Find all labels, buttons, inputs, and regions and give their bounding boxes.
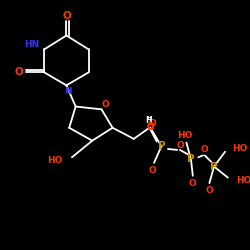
Text: O: O <box>101 100 109 109</box>
Text: O: O <box>62 11 71 21</box>
Text: O: O <box>15 68 24 78</box>
Text: O: O <box>206 186 213 195</box>
Text: H: H <box>145 116 152 125</box>
Text: HO: HO <box>232 144 248 152</box>
Text: O: O <box>176 141 184 150</box>
Text: O: O <box>146 122 154 131</box>
Text: O: O <box>146 123 154 132</box>
Text: HO: HO <box>47 156 63 166</box>
Text: HO: HO <box>177 131 192 140</box>
Text: O: O <box>148 166 156 175</box>
Text: HO: HO <box>236 176 250 185</box>
Text: P: P <box>158 141 165 151</box>
Text: P: P <box>187 154 195 164</box>
Text: HN: HN <box>24 40 39 49</box>
Text: O: O <box>148 119 156 128</box>
Text: P: P <box>210 162 218 172</box>
Text: O: O <box>201 146 209 154</box>
Text: N: N <box>64 87 72 96</box>
Text: O: O <box>189 178 197 188</box>
Text: H: H <box>146 116 151 121</box>
